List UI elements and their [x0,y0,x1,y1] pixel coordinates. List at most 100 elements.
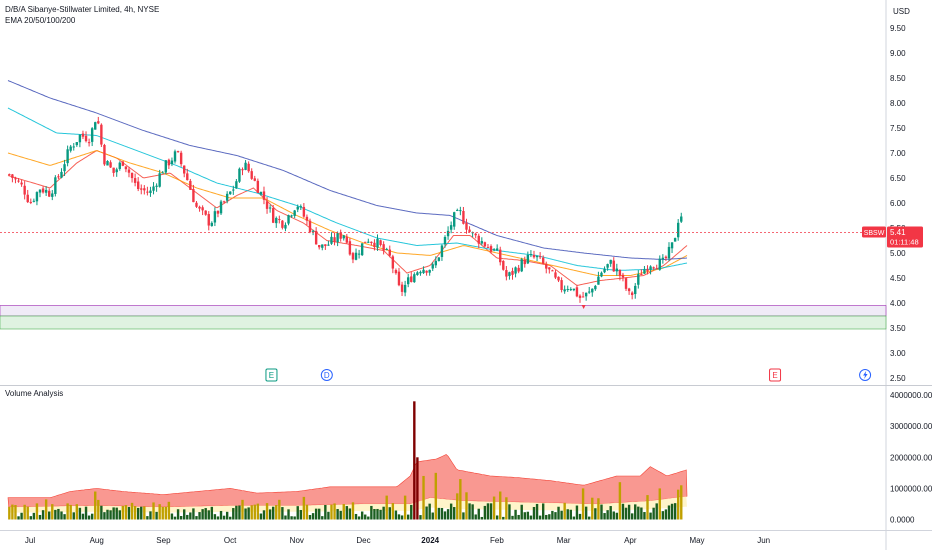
volume-bar [26,506,29,520]
candle-body [630,292,634,296]
volume-bar [345,506,349,520]
candle-body [118,162,121,169]
volume-bar [437,507,441,520]
candle-body [210,222,214,226]
volume-bar [655,503,658,520]
last-price-label: 5.41 [890,228,906,237]
candle-body [492,249,496,251]
price-zone [0,305,887,317]
volume-bar [618,482,622,520]
svg-text:D: D [324,371,330,380]
y-tick-label: 7.00 [890,149,906,158]
candle-body [468,229,471,232]
y-tick-label: 9.00 [890,49,906,58]
x-tick-label: Jun [757,536,770,545]
candle-body [545,263,548,269]
volume-tick-label: 2000000.00 [890,453,932,462]
volume-bar [152,502,155,520]
volume-bar [612,511,615,520]
volume-bar [664,509,668,520]
candle-body [250,171,253,179]
candle-body [296,206,299,210]
candle-body [265,201,269,209]
candle-body [419,271,422,274]
candle-body [222,201,226,203]
candle-body [302,206,306,217]
volume-bar [238,505,241,520]
candle-body [400,284,404,292]
candle-body [176,151,180,153]
x-tick-label: May [689,536,704,545]
candle-body [167,159,171,166]
x-tick-label: Oct [224,536,237,545]
y-tick-label: 2.50 [890,374,906,383]
dividend-icon[interactable]: D [320,369,333,381]
candle-body [465,222,468,230]
x-tick-label: Mar [557,536,571,545]
candle-body [443,236,447,245]
volume-bar [250,505,253,520]
candle-body [428,269,431,273]
ema200-line [7,80,688,260]
earnings-icon[interactable]: E [769,368,782,382]
indicator-label[interactable]: EMA 20/50/100/200 [5,16,76,25]
volume-bar [566,509,569,520]
candle-body [563,289,566,292]
volume-bar [673,503,677,520]
candle-body [198,206,201,209]
candle-body [667,246,671,259]
volume-bar [124,505,128,520]
volume-bar [661,511,665,520]
candle-body [112,167,115,173]
candle-body [84,135,88,142]
volume-bar [60,511,63,520]
volume-bar [20,512,23,520]
candle-body [606,264,609,268]
volume-bar [462,512,465,520]
candle-body [78,134,82,143]
candle-body [216,210,220,214]
candle-body [477,235,480,244]
candle-body [548,267,551,270]
candle-body [69,146,72,151]
split-lightning-icon[interactable] [859,369,872,381]
price-tag-box [887,226,923,248]
candle-body [357,253,361,255]
candle-body [201,207,204,211]
volume-panel-title[interactable]: Volume Analysis [5,389,64,398]
volume-bar [330,504,333,520]
candle-body [670,242,674,249]
volume-bar [63,514,66,520]
candle-body [195,202,198,207]
volume-bar [247,507,250,520]
volume-bar [643,512,646,520]
volume-bar [29,516,33,520]
volume-bar [545,514,548,520]
candle-body [566,288,569,290]
volume-bar [293,516,296,520]
candle-body [136,181,140,190]
candle-body [403,284,407,293]
candle-body [609,259,612,264]
volume-bar [541,503,545,520]
candle-body [453,212,456,227]
candle-body [673,238,677,242]
earnings-icon[interactable]: E [265,368,278,382]
candle-body [541,257,545,264]
volume-bar [434,472,438,520]
volume-tick-label: 1000000.00 [890,484,932,493]
volume-bar [520,504,523,520]
symbol-title[interactable]: D/B/A Sibanye-Stillwater Limited, 4h, NY… [5,5,160,14]
candle-body [364,241,367,243]
candle-body [60,171,63,178]
candle-body [244,162,247,170]
volume-bar [588,516,591,520]
candle-body [268,207,272,209]
volume-bar [149,511,152,520]
x-tick-label: Apr [624,536,637,545]
volume-bar [483,505,487,520]
volume-bar [465,492,468,520]
volume-bar [265,503,269,520]
